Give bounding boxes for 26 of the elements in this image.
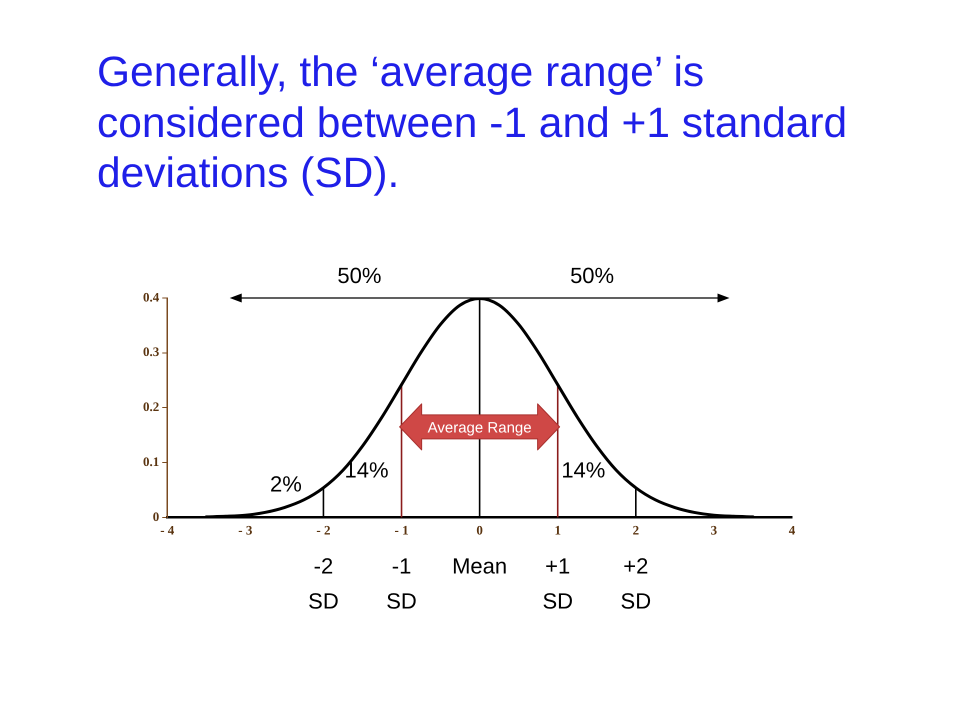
- x-tick-label: 0: [476, 522, 483, 538]
- ref-line-label: -2 SD: [308, 553, 339, 614]
- chart-title: Generally, the ‘average range’ is considered between -1 and +1 standard deviations (SD).: [97, 48, 848, 199]
- ref-line-label: -1 SD: [386, 553, 417, 614]
- y-tick-label: 0: [152, 508, 160, 524]
- x-tick-label: 3: [710, 522, 718, 538]
- x-tick-label: - 3: [238, 522, 253, 538]
- x-tick-label: 2: [632, 522, 640, 538]
- y-tick-label: 0.1: [143, 454, 160, 469]
- ref-line-label: +2 SD: [620, 553, 652, 614]
- annotation: 2%: [270, 472, 302, 497]
- y-tick-label: 0.2: [143, 399, 160, 414]
- annotation: 14%: [561, 457, 606, 482]
- annotation: Average Range: [428, 419, 532, 436]
- ref-line-label: Mean: [452, 553, 508, 578]
- x-tick-label: - 4: [160, 522, 175, 538]
- text: 50%: [570, 263, 614, 288]
- text: 50%: [337, 263, 382, 288]
- annotation: 14%: [344, 457, 389, 482]
- x-tick-label: - 2: [316, 522, 330, 538]
- x-tick-label: 1: [554, 522, 561, 538]
- x-tick-label: 4: [788, 522, 796, 538]
- x-tick-label: - 1: [394, 522, 409, 538]
- y-tick-label: 0.3: [143, 344, 160, 360]
- ref-line-label: +1 SD: [542, 553, 573, 614]
- y-tick-label: 0.4: [143, 289, 160, 304]
